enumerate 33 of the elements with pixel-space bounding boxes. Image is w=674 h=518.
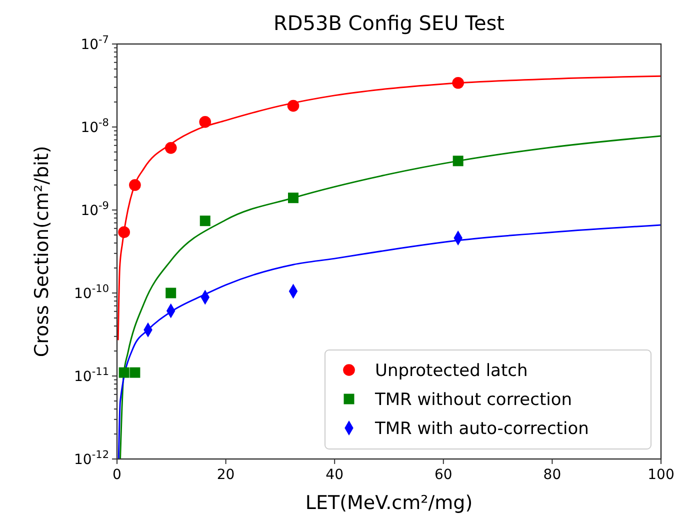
line-series [120,135,661,459]
x-tick-label: 100 [648,467,674,483]
x-tick-label: 0 [112,467,122,483]
line-series [117,75,661,341]
point [130,367,140,378]
legend-label: TMR with auto-correction [374,419,589,439]
point [200,216,210,226]
y-tick-label: 10$^{-7}$ [80,34,109,53]
legend-label: TMR without correction [374,390,572,410]
point [199,116,212,128]
x-axis-title: LET(MeV.cm²/mg) [305,492,473,514]
point [129,179,141,191]
x-tick-label: 20 [216,467,235,483]
point [452,76,464,89]
x-tick-label: 60 [434,467,452,483]
y-tick-label: 10$^{-9}$ [80,200,109,219]
point [118,367,130,378]
point [118,226,130,238]
x-tick-label: 80 [543,467,562,483]
x-tick-label: 40 [326,467,344,483]
y-tick-label: 10$^{-10}$ [74,283,109,302]
legend-label: Unprotected latch [375,361,528,381]
point [164,142,177,154]
y-tick-label: 10$^{-8}$ [80,117,109,136]
point [166,288,176,298]
point [287,100,300,112]
y-tick-label: 10$^{-11}$ [74,366,109,385]
line-series [118,224,661,459]
y-axis-title: Cross Section(cm²/bit) [31,146,53,358]
y-tick-label: 10$^{-12}$ [74,449,109,468]
point [452,156,464,166]
chart-title: RD53B Config SEU Test [273,11,505,35]
point [288,192,298,204]
